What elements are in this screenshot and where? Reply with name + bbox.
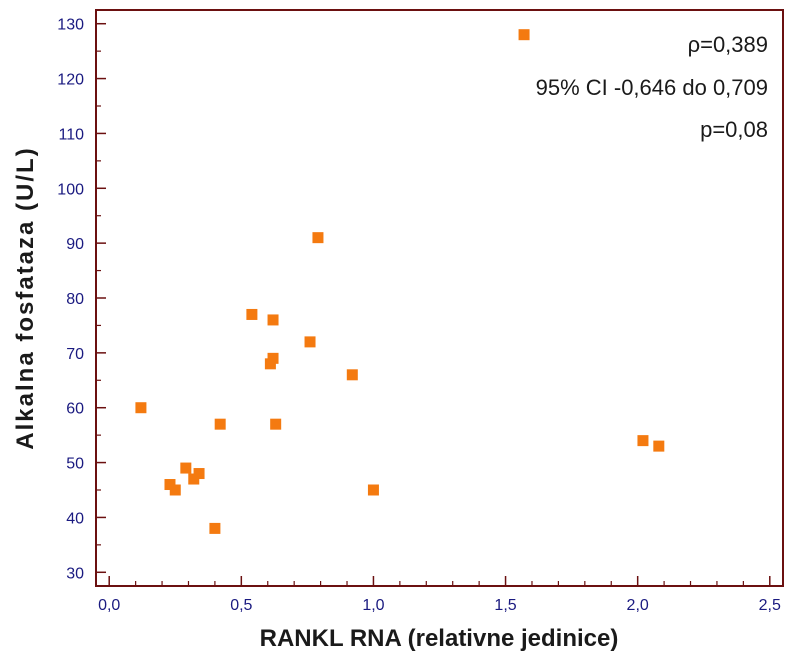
data-point: [637, 435, 649, 447]
y-tick-label: 100: [57, 181, 84, 198]
data-point: [214, 418, 226, 430]
x-tick-label: 2,5: [759, 597, 781, 614]
data-point: [169, 484, 181, 496]
y-tick-label: 60: [66, 401, 84, 418]
y-axis: 30 40 50 60 70 80 90 100 110 120 130: [57, 17, 106, 582]
x-axis-title: RANKL RNA (relativne jedinice): [260, 625, 619, 652]
data-point: [267, 314, 279, 326]
p-value-label: p=0,08: [700, 117, 768, 142]
x-axis: 0,0 0,5 1,0 1,5 2,0 2,5: [98, 576, 781, 614]
x-tick-label: 0,0: [98, 597, 120, 614]
y-tick-label: 30: [66, 565, 84, 582]
data-point: [304, 336, 316, 348]
y-tick-label: 70: [66, 346, 84, 363]
data-point: [135, 402, 147, 414]
data-point: [270, 418, 282, 430]
data-points: [135, 29, 665, 534]
data-point: [180, 462, 192, 474]
x-tick-label: 1,5: [494, 597, 516, 614]
y-tick-label: 110: [58, 126, 84, 143]
data-point: [312, 232, 324, 244]
x-tick-label: 0,5: [230, 597, 252, 614]
x-tick-label: 2,0: [627, 597, 649, 614]
y-tick-label: 90: [66, 236, 84, 253]
y-tick-label: 130: [57, 17, 84, 34]
data-point: [209, 522, 221, 534]
data-point: [518, 29, 530, 41]
y-tick-label: 50: [66, 456, 84, 473]
data-point: [367, 484, 379, 496]
data-point: [653, 440, 665, 452]
data-point: [246, 308, 258, 320]
y-tick-label: 40: [66, 510, 84, 527]
ci-label: 95% CI -0,646 do 0,709: [536, 75, 768, 100]
y-tick-label: 80: [66, 291, 84, 308]
x-tick-label: 1,0: [362, 597, 384, 614]
rho-label: ρ=0,389: [688, 32, 768, 57]
y-tick-label: 120: [57, 72, 84, 89]
data-point: [346, 369, 358, 381]
y-axis-title: Alkalna fosfataza (U/L): [12, 146, 39, 449]
data-point: [193, 468, 205, 480]
data-point: [267, 352, 279, 364]
stats-annotation: ρ=0,389 95% CI -0,646 do 0,709 p=0,08: [536, 32, 768, 142]
